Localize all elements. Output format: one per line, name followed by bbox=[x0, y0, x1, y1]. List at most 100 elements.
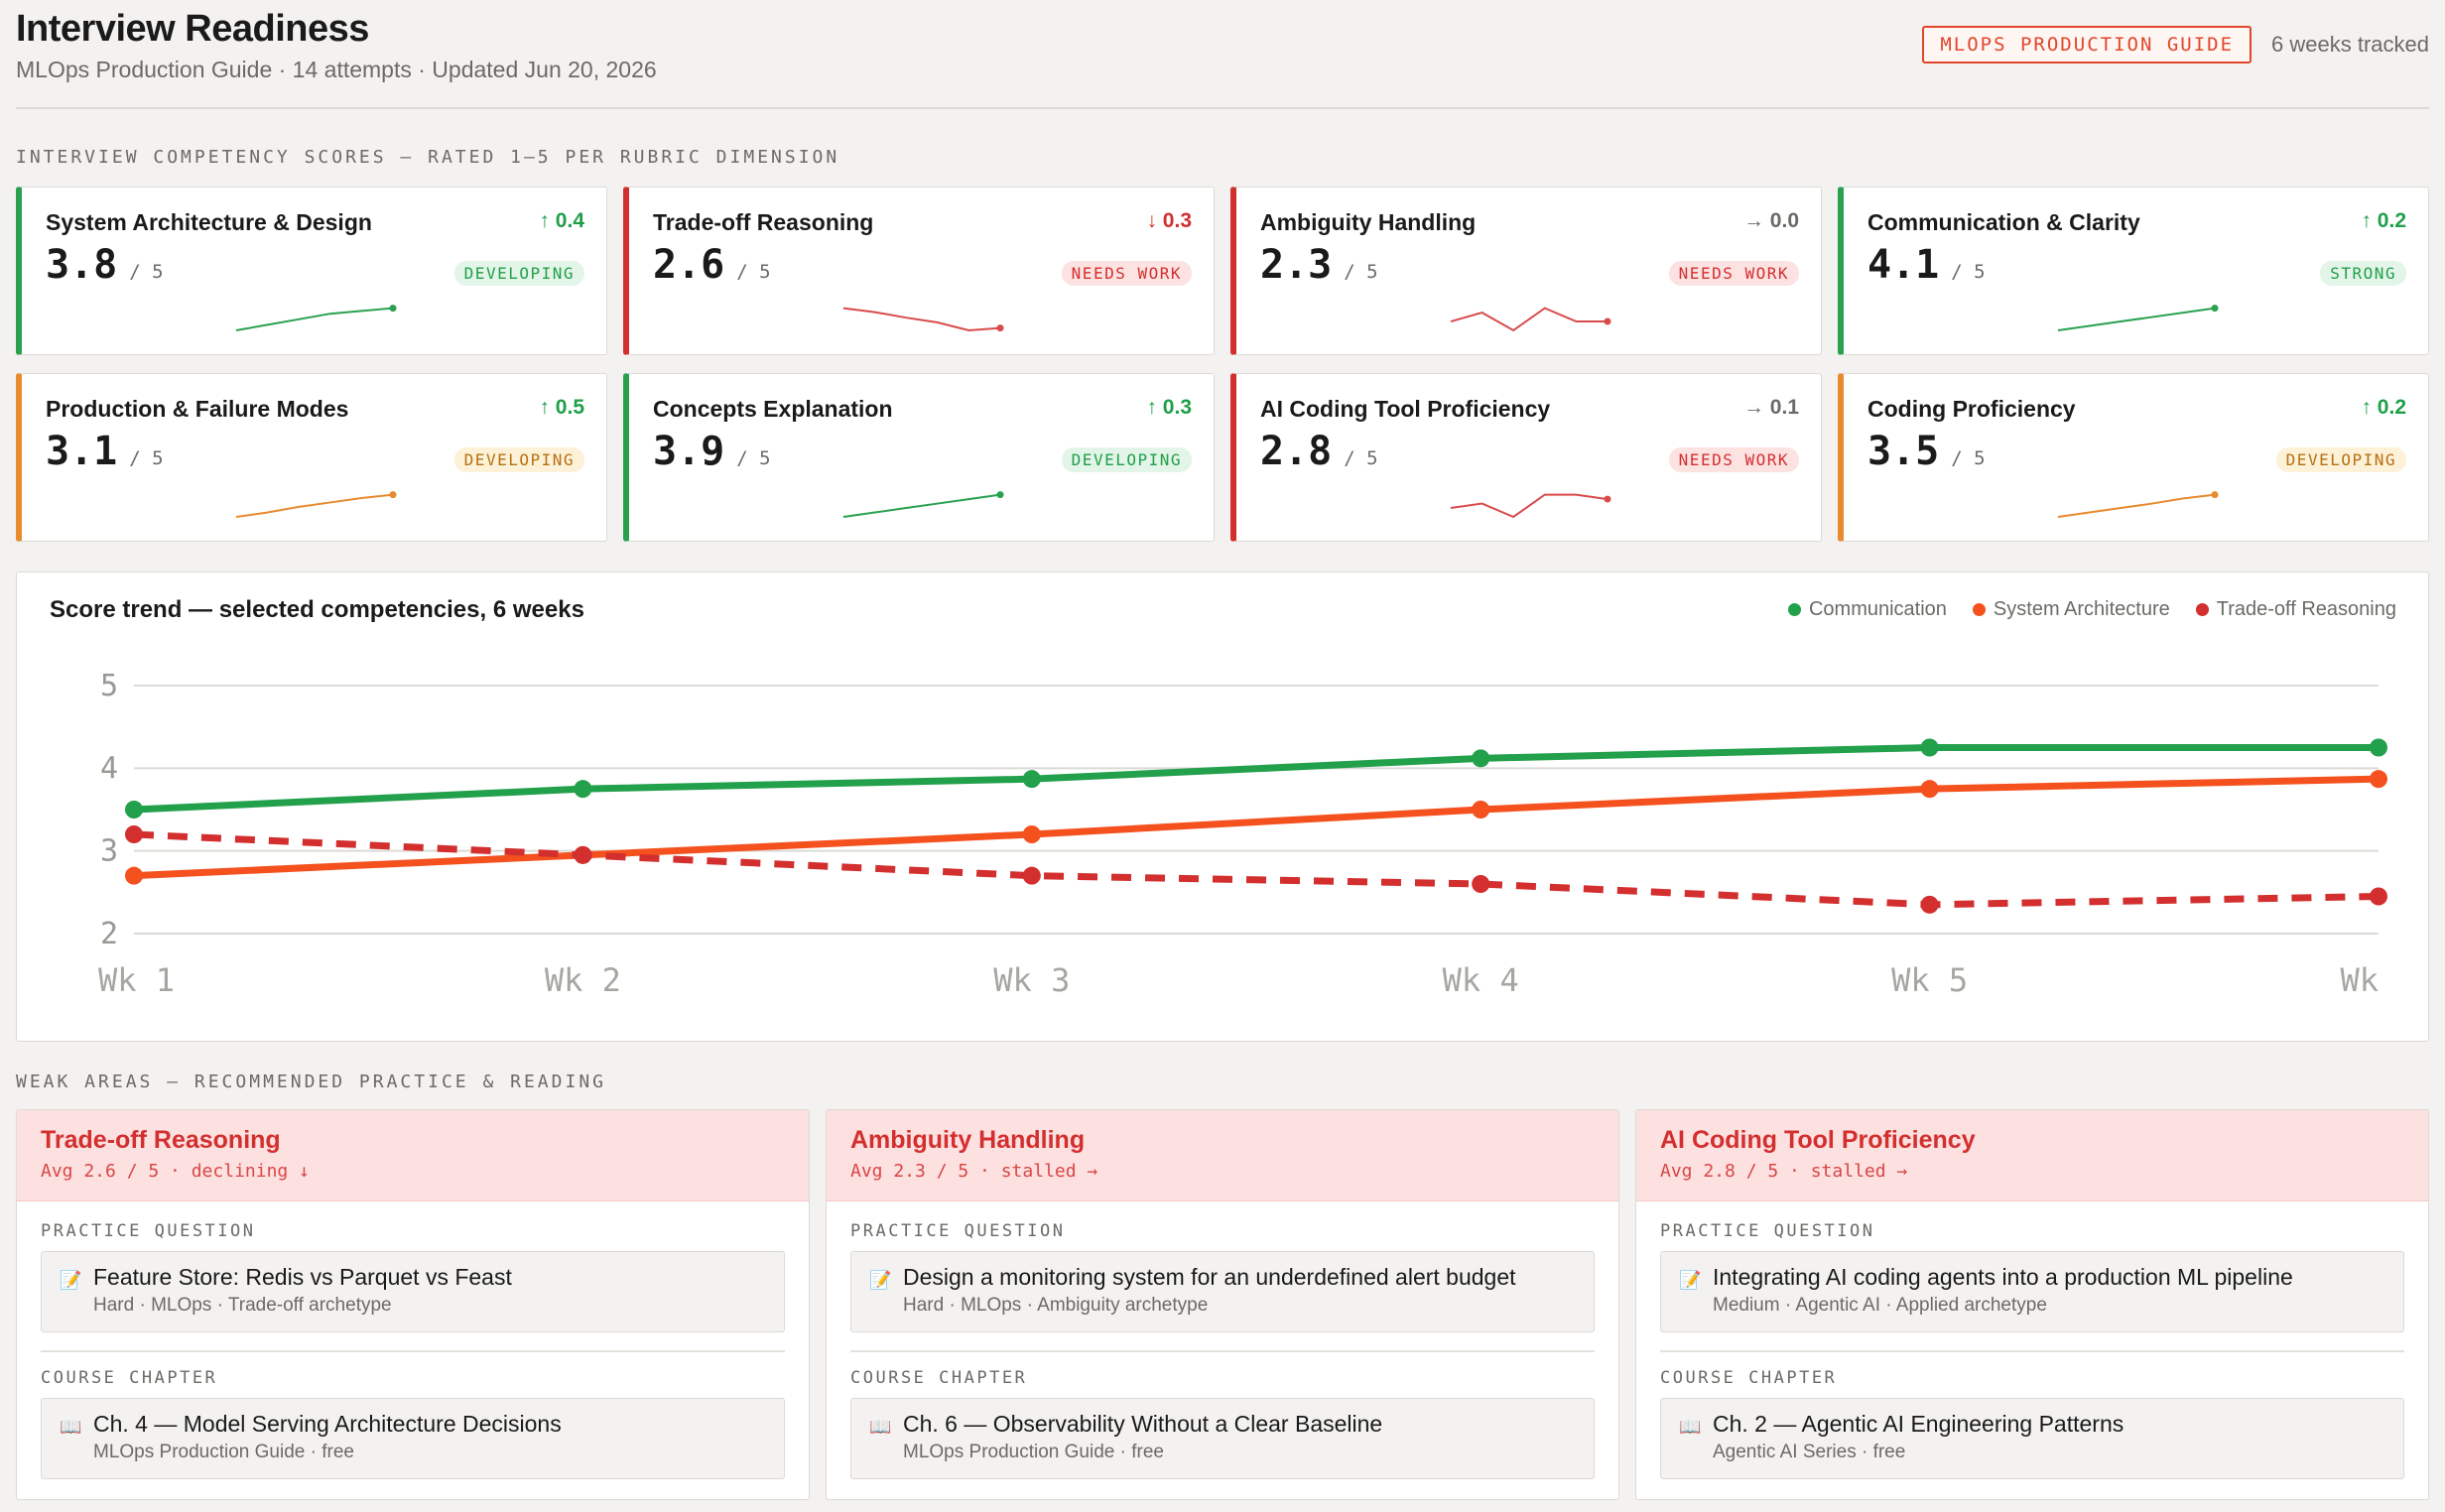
sparkline-end-point bbox=[389, 491, 397, 499]
header-right: MLOPS PRODUCTION GUIDE 6 weeks tracked bbox=[1922, 26, 2429, 63]
competency-card[interactable]: Production & Failure Modes ↑ 0.5 3.1/ 5 … bbox=[16, 373, 607, 542]
practice-label: PRACTICE QUESTION bbox=[1660, 1221, 1875, 1241]
data-point bbox=[1022, 770, 1041, 789]
card-score: 2.3 / 5 bbox=[1260, 242, 1797, 288]
card-delta: ↑ 0.4 bbox=[539, 209, 584, 232]
page-title: Interview Readiness bbox=[16, 8, 369, 50]
card-delta: ↑ 0.2 bbox=[2361, 209, 2406, 232]
legend-label: Communication bbox=[1808, 598, 1947, 620]
status-badge: NEEDS WORK bbox=[1061, 261, 1192, 286]
legend-dot bbox=[1787, 603, 1801, 616]
page-header: Interview Readiness MLOps Production Gui… bbox=[16, 6, 2429, 109]
chapter-label: COURSE CHAPTER bbox=[1660, 1368, 1838, 1388]
card-name: System Architecture & Design bbox=[46, 209, 372, 235]
weak-areas: Trade-off Reasoning Avg 2.6 / 5 · declin… bbox=[16, 1109, 2429, 1500]
competency-card[interactable]: AI Coding Tool Proficiency → 0.1 2.8/ 5 … bbox=[1230, 373, 1822, 542]
competency-card[interactable]: Ambiguity Handling → 0.0 2.3 / 5 NEEDS WO… bbox=[1230, 187, 1822, 355]
card-delta: ↑ 0.2 bbox=[2361, 396, 2406, 419]
guide-badge[interactable]: MLOPS PRODUCTION GUIDE bbox=[1922, 26, 2252, 63]
practice-question-item[interactable]: 📝 Integrating AI coding agents into a pr… bbox=[1660, 1251, 2404, 1332]
memo-icon: 📝 bbox=[1679, 1270, 1702, 1290]
data-point bbox=[125, 825, 143, 843]
competency-card[interactable]: Communication & Clarity ↑ 0.2 4.1 / 5 STR… bbox=[1838, 187, 2429, 355]
card-delta: ↓ 0.3 bbox=[1146, 209, 1192, 232]
legend-item-system-architecture[interactable]: System Architecture bbox=[1972, 598, 2170, 621]
status-badge: DEVELOPING bbox=[453, 261, 584, 286]
competency-card[interactable]: Trade-off Reasoning ↓ 0.3 2.6 / 5 NEEDS W… bbox=[623, 187, 1215, 355]
card-delta: → 0.0 bbox=[1742, 209, 1799, 232]
score-value: 3.1 bbox=[46, 429, 118, 474]
sparkline-path bbox=[2057, 307, 2216, 331]
weak-area-body: PRACTICE QUESTION 📝 Feature Store: Redis… bbox=[17, 1201, 809, 1479]
course-chapter-item[interactable]: 📖 Ch. 4 — Model Serving Architecture Dec… bbox=[41, 1398, 785, 1479]
status-badge: DEVELOPING bbox=[1061, 447, 1192, 472]
divider bbox=[850, 1350, 1595, 1352]
practice-title: Design a monitoring system for an underd… bbox=[903, 1264, 1516, 1290]
sparkline-path bbox=[842, 307, 1001, 332]
chapter-label: COURSE CHAPTER bbox=[850, 1368, 1028, 1388]
sparkline-path bbox=[842, 493, 1001, 518]
card-score: 3.1 / 5 bbox=[46, 429, 582, 474]
sparkline-path bbox=[1450, 307, 1608, 332]
y-tick-label: 3 bbox=[100, 834, 118, 869]
trend-chart: 2 3 4 5 Wk 1 Wk 2 Wk 3 Wk 4 Wk 5 Wk bbox=[98, 669, 2387, 999]
chapter-sub: MLOps Production Guide · free bbox=[93, 1442, 354, 1462]
data-point bbox=[574, 845, 592, 864]
practice-question-item[interactable]: 📝 Feature Store: Redis vs Parquet vs Fea… bbox=[41, 1251, 785, 1332]
course-chapter-item[interactable]: 📖 Ch. 6 — Observability Without a Clear … bbox=[850, 1398, 1595, 1479]
score-value: 2.3 bbox=[1260, 242, 1333, 288]
x-tick-label: Wk bbox=[2340, 961, 2379, 999]
data-point bbox=[2370, 887, 2387, 906]
y-tick-label: 2 bbox=[100, 917, 118, 951]
x-tick-label: Wk 4 bbox=[1443, 961, 1519, 999]
competency-card[interactable]: System Architecture & Design ↑ 0.4 3.8 / … bbox=[16, 187, 607, 355]
sparkline bbox=[2057, 305, 2219, 331]
data-point bbox=[2370, 738, 2387, 757]
weak-area-header: Ambiguity Handling Avg 2.3 / 5 · stalled… bbox=[827, 1110, 1618, 1201]
chapter-sub: MLOps Production Guide · free bbox=[903, 1442, 1164, 1462]
card-delta: → 0.1 bbox=[1742, 396, 1799, 419]
chapter-text: Ch. 2 — Agentic AI Engineering Patterns … bbox=[1713, 1411, 2123, 1466]
status-badge: DEVELOPING bbox=[453, 447, 584, 472]
card-name: Trade-off Reasoning bbox=[653, 209, 874, 235]
score-value: 3.9 bbox=[653, 429, 725, 474]
x-tick-label: Wk 2 bbox=[545, 961, 621, 999]
data-point bbox=[1472, 875, 1490, 893]
practice-title: Feature Store: Redis vs Parquet vs Feast bbox=[93, 1264, 512, 1290]
y-tick-label: 4 bbox=[100, 751, 118, 786]
legend-item-tradeoff-reasoning[interactable]: Trade-off Reasoning bbox=[2195, 598, 2396, 621]
competency-card[interactable]: Concepts Explanation ↑ 0.3 3.9 / 5 DEVELO… bbox=[623, 373, 1215, 542]
score-max: / 5 bbox=[1344, 261, 1378, 283]
weak-area-meta: Avg 2.8 / 5 · stalled → bbox=[1660, 1161, 1908, 1182]
chart-legend: Communication System Architecture Trade-… bbox=[1787, 598, 2396, 621]
card-name: AI Coding Tool Proficiency bbox=[1260, 396, 1551, 422]
competency-card[interactable]: Coding Proficiency ↑ 0.2 3.5 / 5 DEVELOPI… bbox=[1838, 373, 2429, 542]
practice-question-item[interactable]: 📝 Design a monitoring system for an unde… bbox=[850, 1251, 1595, 1332]
status-badge: NEEDS WORK bbox=[1668, 447, 1799, 472]
data-point bbox=[1920, 895, 1939, 914]
sparkline-end-point bbox=[2211, 491, 2219, 499]
competency-section-label: INTERVIEW COMPETENCY SCORES — RATED 1–5 … bbox=[16, 147, 840, 168]
card-name: Ambiguity Handling bbox=[1260, 209, 1477, 235]
course-chapter-item[interactable]: 📖 Ch. 2 — Agentic AI Engineering Pattern… bbox=[1660, 1398, 2404, 1479]
score-trend-panel: 2 3 4 5 Wk 1 Wk 2 Wk 3 Wk 4 Wk 5 Wk Score trend —… bbox=[16, 571, 2429, 1042]
series-line bbox=[133, 775, 2380, 880]
chapter-title: Ch. 4 — Model Serving Architecture Decis… bbox=[93, 1411, 562, 1437]
sparkline bbox=[2057, 491, 2219, 518]
practice-text: Feature Store: Redis vs Parquet vs Feast… bbox=[93, 1264, 512, 1320]
card-name: Communication & Clarity bbox=[1867, 209, 2140, 235]
card-score: 2.6 / 5 bbox=[653, 242, 1190, 288]
sparkline-path bbox=[1450, 493, 1609, 519]
sparkline bbox=[1450, 493, 1611, 519]
series-line bbox=[133, 744, 2379, 814]
status-badge: NEEDS WORK bbox=[1668, 261, 1799, 286]
competency-cards: System Architecture & Design ↑ 0.4 3.8 / … bbox=[16, 187, 2429, 542]
practice-title: Integrating AI coding agents into a prod… bbox=[1713, 1264, 2293, 1290]
legend-item-communication[interactable]: Communication bbox=[1787, 598, 1947, 621]
weak-area-meta: Avg 2.6 / 5 · declining ↓ bbox=[41, 1161, 310, 1182]
x-tick-label: Wk 5 bbox=[1891, 961, 1968, 999]
legend-label: System Architecture bbox=[1993, 598, 2170, 620]
card-score: 3.8 / 5 bbox=[46, 242, 582, 288]
legend-dot bbox=[2195, 603, 2209, 616]
score-max: / 5 bbox=[129, 261, 164, 283]
